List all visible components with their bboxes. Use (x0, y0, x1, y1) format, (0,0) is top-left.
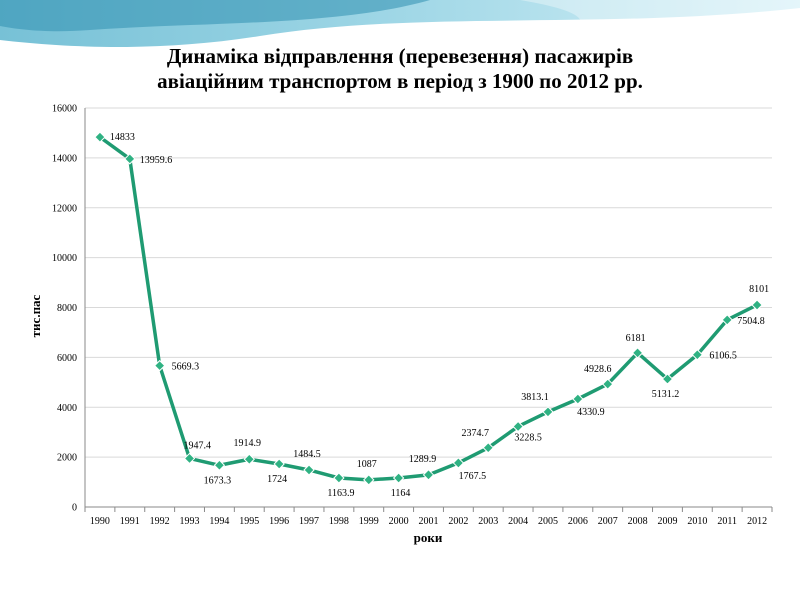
x-tick-label: 2008 (628, 516, 648, 527)
title-line-2: авіаційним транспортом в період з 1900 п… (157, 69, 643, 93)
series-line (98, 135, 758, 482)
x-axis-title: роки (414, 530, 443, 545)
data-label: 4928.6 (584, 364, 612, 375)
data-point-marker (602, 378, 614, 390)
data-label: 7504.8 (737, 316, 765, 327)
x-axis-ticks: 1990 1991 1992 1993 1994 1995 1996 1997 1998 1999… (84, 507, 773, 527)
data-labels: 14833 13959.6 5669.3 1947.4 1673.3 1914.9 1724… (110, 132, 769, 499)
x-tick-label: 2005 (538, 516, 558, 527)
x-tick-label: 1999 (359, 516, 379, 527)
x-tick-label: 2003 (478, 516, 498, 527)
data-point-marker (303, 464, 315, 476)
data-point-marker (153, 359, 166, 372)
data-point-marker (243, 453, 255, 465)
data-label: 1087 (357, 459, 377, 470)
data-label: 1163.9 (327, 488, 354, 499)
x-tick-label: 2006 (568, 516, 588, 527)
header-wave-decoration (0, 0, 800, 47)
data-point-marker (363, 474, 375, 486)
y-axis-ticks: 0 2000 4000 6000 8000 10000 12000 14000 16000 (52, 104, 77, 514)
data-label: 4330.9 (577, 407, 605, 418)
data-label: 1914.9 (234, 438, 262, 449)
y-tick-label: 6000 (57, 353, 77, 364)
data-point-marker (183, 452, 196, 465)
x-tick-label: 2010 (687, 516, 707, 527)
x-tick-label: 2011 (717, 516, 737, 527)
title-line-1: Динаміка відправлення (перевезення) паса… (166, 44, 634, 68)
data-point-marker (631, 347, 644, 359)
grid-lines (84, 107, 772, 508)
data-label: 3813.1 (521, 392, 549, 403)
data-label: 1164 (391, 488, 411, 499)
x-tick-label: 1991 (120, 516, 140, 527)
data-point-marker (333, 472, 345, 484)
y-tick-label: 0 (72, 503, 77, 514)
data-markers (94, 131, 763, 486)
x-tick-label: 1996 (269, 516, 289, 527)
data-point-marker (392, 472, 405, 484)
x-tick-label: 1998 (329, 516, 349, 527)
data-point-marker (94, 131, 106, 143)
chart-title: Динаміка відправлення (перевезення) паса… (0, 44, 800, 94)
x-tick-label: 1990 (90, 516, 110, 527)
data-point-marker (691, 349, 704, 361)
data-label: 6106.5 (709, 351, 737, 362)
y-tick-label: 10000 (52, 253, 77, 264)
x-tick-label: 2000 (389, 516, 409, 527)
data-label: 8101 (749, 284, 769, 295)
y-tick-label: 12000 (52, 203, 77, 214)
data-point-marker (572, 393, 584, 405)
data-label: 13959.6 (140, 155, 173, 166)
data-label: 5669.3 (172, 362, 200, 373)
data-point-marker (751, 299, 763, 311)
data-point-marker (661, 373, 674, 385)
y-axis-title: тис.пас (28, 294, 43, 337)
data-point-marker (124, 153, 136, 165)
data-point-marker (721, 314, 733, 326)
y-tick-label: 8000 (57, 303, 77, 314)
x-tick-label: 2004 (508, 516, 528, 527)
x-tick-label: 2001 (419, 516, 439, 527)
x-tick-label: 1992 (150, 516, 170, 527)
y-tick-label: 14000 (52, 153, 77, 164)
data-point-marker (273, 458, 285, 470)
y-tick-label: 4000 (57, 403, 77, 414)
x-tick-label: 2002 (448, 516, 468, 527)
x-tick-label: 1993 (180, 516, 200, 527)
data-label: 14833 (110, 132, 135, 143)
x-tick-label: 1994 (209, 516, 229, 527)
y-tick-label: 2000 (57, 453, 77, 464)
data-label: 6181 (626, 333, 646, 344)
data-point-marker (422, 469, 435, 481)
x-tick-label: 2007 (598, 516, 618, 527)
x-tick-label: 1995 (239, 516, 259, 527)
data-label: 1289.9 (409, 454, 437, 465)
data-label: 3228.5 (514, 432, 542, 443)
x-tick-label: 2009 (657, 516, 677, 527)
data-label: 1484.5 (293, 449, 321, 460)
x-tick-label: 2012 (747, 516, 767, 527)
data-point-marker (482, 442, 494, 454)
data-label: 1724 (267, 474, 287, 485)
y-tick-label: 16000 (52, 104, 77, 115)
data-label: 5131.2 (652, 389, 680, 400)
data-label: 1767.5 (459, 471, 487, 482)
x-tick-label: 1997 (299, 516, 319, 527)
data-point-marker (213, 459, 226, 471)
data-point-marker (512, 420, 524, 433)
data-point-marker (452, 457, 465, 469)
data-label: 2374.7 (461, 428, 489, 439)
data-point-marker (542, 406, 554, 418)
data-label: 1947.4 (184, 440, 212, 451)
data-label: 1673.3 (204, 475, 232, 486)
